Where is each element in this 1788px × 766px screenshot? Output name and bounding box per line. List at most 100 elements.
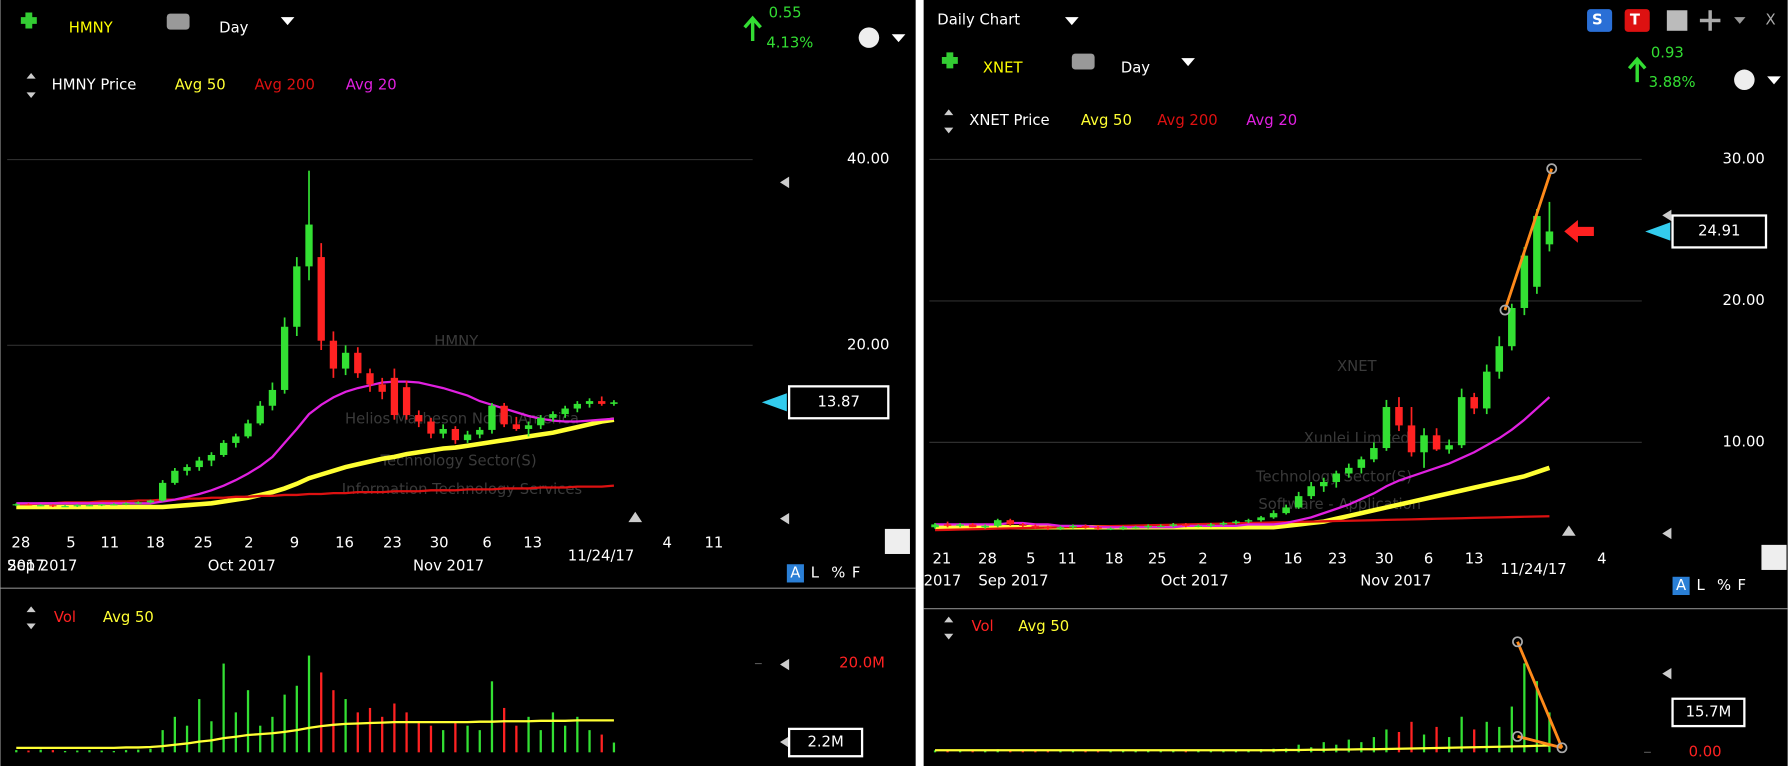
candle-body: [1094, 527, 1102, 529]
resize-icon[interactable]: [26, 72, 36, 99]
x-tick-label: 23: [383, 535, 402, 552]
resize-icon[interactable]: [944, 616, 954, 640]
scroll-marker[interactable]: [628, 511, 643, 523]
candle-body: [1420, 435, 1428, 453]
candle-body: [1269, 513, 1278, 518]
palette-icon[interactable]: [858, 27, 880, 48]
scale-button[interactable]: A: [1676, 577, 1686, 594]
candle-body: [305, 224, 313, 267]
candle-body: [1131, 527, 1140, 529]
candle-body: [1533, 216, 1541, 287]
candle-body: [439, 428, 447, 434]
volume-bar: [1059, 750, 1062, 753]
volume-bar: [112, 750, 116, 753]
close-button[interactable]: X: [1765, 12, 1775, 29]
candle-body: [1294, 496, 1303, 508]
add-icon[interactable]: [941, 52, 958, 69]
change: 0.55: [769, 5, 802, 22]
dropdown-arrow[interactable]: [1767, 76, 1781, 85]
volume-bar: [1410, 721, 1413, 753]
scale-button[interactable]: F: [1738, 577, 1747, 594]
change-pct: 3.88%: [1649, 74, 1696, 91]
dropdown-arrow[interactable]: [280, 17, 295, 26]
y-tick-label: 40.00: [847, 151, 889, 168]
add-icon[interactable]: [20, 12, 37, 29]
candle-body: [1019, 524, 1027, 526]
volume-bar: [515, 725, 518, 753]
save-icon[interactable]: [1666, 10, 1688, 31]
volume-bar: [368, 707, 372, 753]
scale-button[interactable]: %: [1717, 577, 1731, 594]
candle-body: [122, 503, 130, 505]
resize-icon[interactable]: [944, 109, 954, 134]
volume-bar: [124, 750, 128, 753]
candle-body: [427, 421, 435, 434]
candle-body: [341, 352, 350, 369]
legend-entry: Avg 200: [1157, 112, 1217, 129]
interval[interactable]: Day: [219, 19, 248, 36]
candle-body: [1169, 524, 1178, 526]
volume-bar: [1397, 731, 1401, 753]
move-icon[interactable]: [1699, 10, 1721, 31]
y-tick-label: 10.00: [1722, 433, 1764, 450]
candle-body: [1307, 486, 1315, 497]
volume-bar: [283, 694, 286, 753]
scale-button[interactable]: L: [811, 564, 820, 581]
window-button-label[interactable]: T: [1630, 12, 1641, 29]
candle-body: [61, 506, 69, 508]
average-line: [16, 380, 615, 505]
window-button-label[interactable]: S: [1592, 12, 1603, 29]
palette-icon[interactable]: [1734, 69, 1755, 91]
candle-body: [329, 340, 338, 369]
volume-bar: [588, 730, 591, 753]
month-label: Sep 2017: [7, 558, 77, 575]
volume-bar: [1435, 726, 1438, 753]
volume-bar: [490, 681, 494, 753]
scale-button[interactable]: L: [1696, 577, 1705, 594]
volume-bar: [210, 721, 213, 753]
window-title: Daily Chart: [937, 12, 1020, 29]
scale-button[interactable]: A: [790, 564, 800, 581]
scale-button[interactable]: %: [831, 564, 845, 581]
pencil-icon[interactable]: [884, 528, 910, 554]
window-button[interactable]: [1624, 9, 1650, 32]
candle-body: [1106, 528, 1115, 530]
volume-bar: [1134, 751, 1137, 753]
volume-bar: [405, 712, 408, 753]
volume-bar: [63, 750, 67, 753]
candle-body: [256, 405, 264, 424]
x-tick-label: 6: [482, 535, 491, 552]
scroll-marker[interactable]: [1561, 525, 1576, 536]
x-tick-label: 9: [1243, 551, 1252, 568]
interval[interactable]: Day: [1121, 59, 1150, 76]
candle-body: [134, 502, 142, 504]
dropdown-arrow[interactable]: [1181, 58, 1195, 67]
legend-entry: Avg 20: [346, 76, 397, 93]
scale-button-bg[interactable]: [1672, 576, 1690, 596]
dropdown-arrow[interactable]: [1734, 17, 1746, 24]
last-volume: 15.7M: [1686, 703, 1732, 720]
candle-body: [98, 504, 106, 506]
volume-bar: [1385, 729, 1388, 753]
scale-button-bg[interactable]: [786, 564, 804, 583]
candle-body: [981, 525, 989, 528]
y-tick-label: 30.00: [1722, 150, 1764, 167]
panel-bg: [923, 0, 1788, 766]
dropdown-arrow[interactable]: [1064, 17, 1079, 26]
volume-bar: [185, 725, 189, 753]
pencil-icon[interactable]: [1761, 544, 1787, 570]
x-tick-label: 2: [1198, 551, 1207, 568]
scale-button[interactable]: F: [852, 564, 861, 581]
last-price-box: [1671, 214, 1768, 249]
candle-body: [1006, 520, 1015, 525]
tool-icon[interactable]: [166, 13, 190, 30]
window-button[interactable]: [1587, 9, 1613, 32]
dropdown-arrow[interactable]: [891, 34, 906, 43]
date-stamp: 11/24/17: [568, 547, 634, 564]
candle-body: [317, 257, 325, 341]
resize-icon[interactable]: [26, 606, 36, 630]
volume-bar: [1034, 751, 1037, 753]
price-marker: [1645, 222, 1671, 241]
volume-bar: [246, 690, 250, 753]
tool-icon[interactable]: [1071, 53, 1095, 70]
